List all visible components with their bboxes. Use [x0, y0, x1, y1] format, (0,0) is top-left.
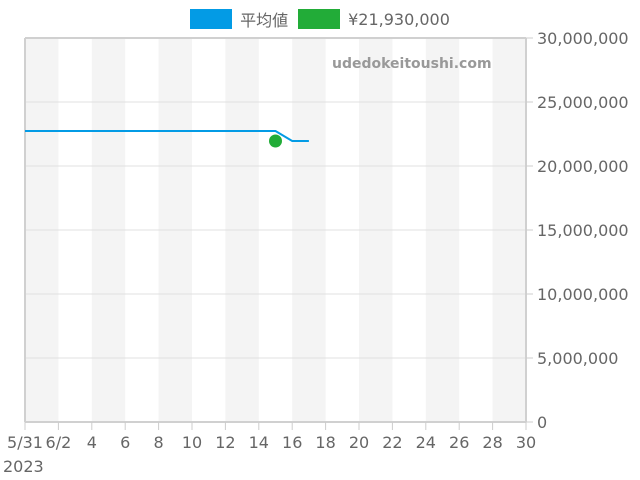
x-label-28: 28	[482, 433, 502, 452]
y-label-0: 0	[537, 413, 547, 432]
legend-label-price: ¥21,930,000	[348, 9, 450, 29]
legend-item-price[interactable]: ¥21,930,000	[298, 9, 450, 29]
x-label-30: 30	[516, 433, 536, 452]
y-label-5m: 5,000,000	[537, 349, 618, 368]
x-label-18: 18	[315, 433, 335, 452]
x-label-10: 10	[182, 433, 202, 452]
x-label-year: 2023	[3, 457, 44, 476]
x-label-14: 14	[249, 433, 269, 452]
x-label-16: 16	[282, 433, 302, 452]
y-label-30m: 30,000,000	[537, 29, 629, 48]
y-axis-ticks	[526, 37, 533, 423]
legend-item-average[interactable]: 平均値	[190, 7, 288, 31]
x-label-26: 26	[449, 433, 469, 452]
y-axis-labels: 30,000,000 25,000,000 20,000,000 15,000,…	[537, 29, 629, 432]
x-label-5-31: 5/31	[7, 433, 43, 452]
legend-swatch-blue	[190, 9, 233, 29]
average-price-line[interactable]	[25, 130, 309, 142]
gridlines	[25, 101, 526, 359]
x-label-6: 6	[120, 433, 130, 452]
watermark: udedokeitoushi.com	[332, 56, 492, 72]
legend-label-average: 平均値	[240, 11, 289, 30]
price-data-point[interactable]	[269, 134, 282, 148]
x-axis-ticks	[24, 422, 527, 430]
y-label-25m: 25,000,000	[537, 93, 629, 112]
x-label-12: 12	[215, 433, 235, 452]
legend-swatch-green	[298, 9, 341, 29]
x-axis-labels: 5/31 6/2 4 6 8 10 12 14 16 18 20 22 24 2…	[3, 433, 536, 476]
x-label-22: 22	[382, 433, 402, 452]
x-label-8: 8	[154, 433, 164, 452]
x-label-24: 24	[416, 433, 436, 452]
y-label-10m: 10,000,000	[537, 285, 629, 304]
chart-legend: 平均値 ¥21,930,000	[0, 8, 640, 30]
x-label-4: 4	[87, 433, 97, 452]
y-label-20m: 20,000,000	[537, 157, 629, 176]
y-label-15m: 15,000,000	[537, 221, 629, 240]
x-label-20: 20	[349, 433, 369, 452]
x-label-6-2: 6/2	[46, 433, 72, 452]
